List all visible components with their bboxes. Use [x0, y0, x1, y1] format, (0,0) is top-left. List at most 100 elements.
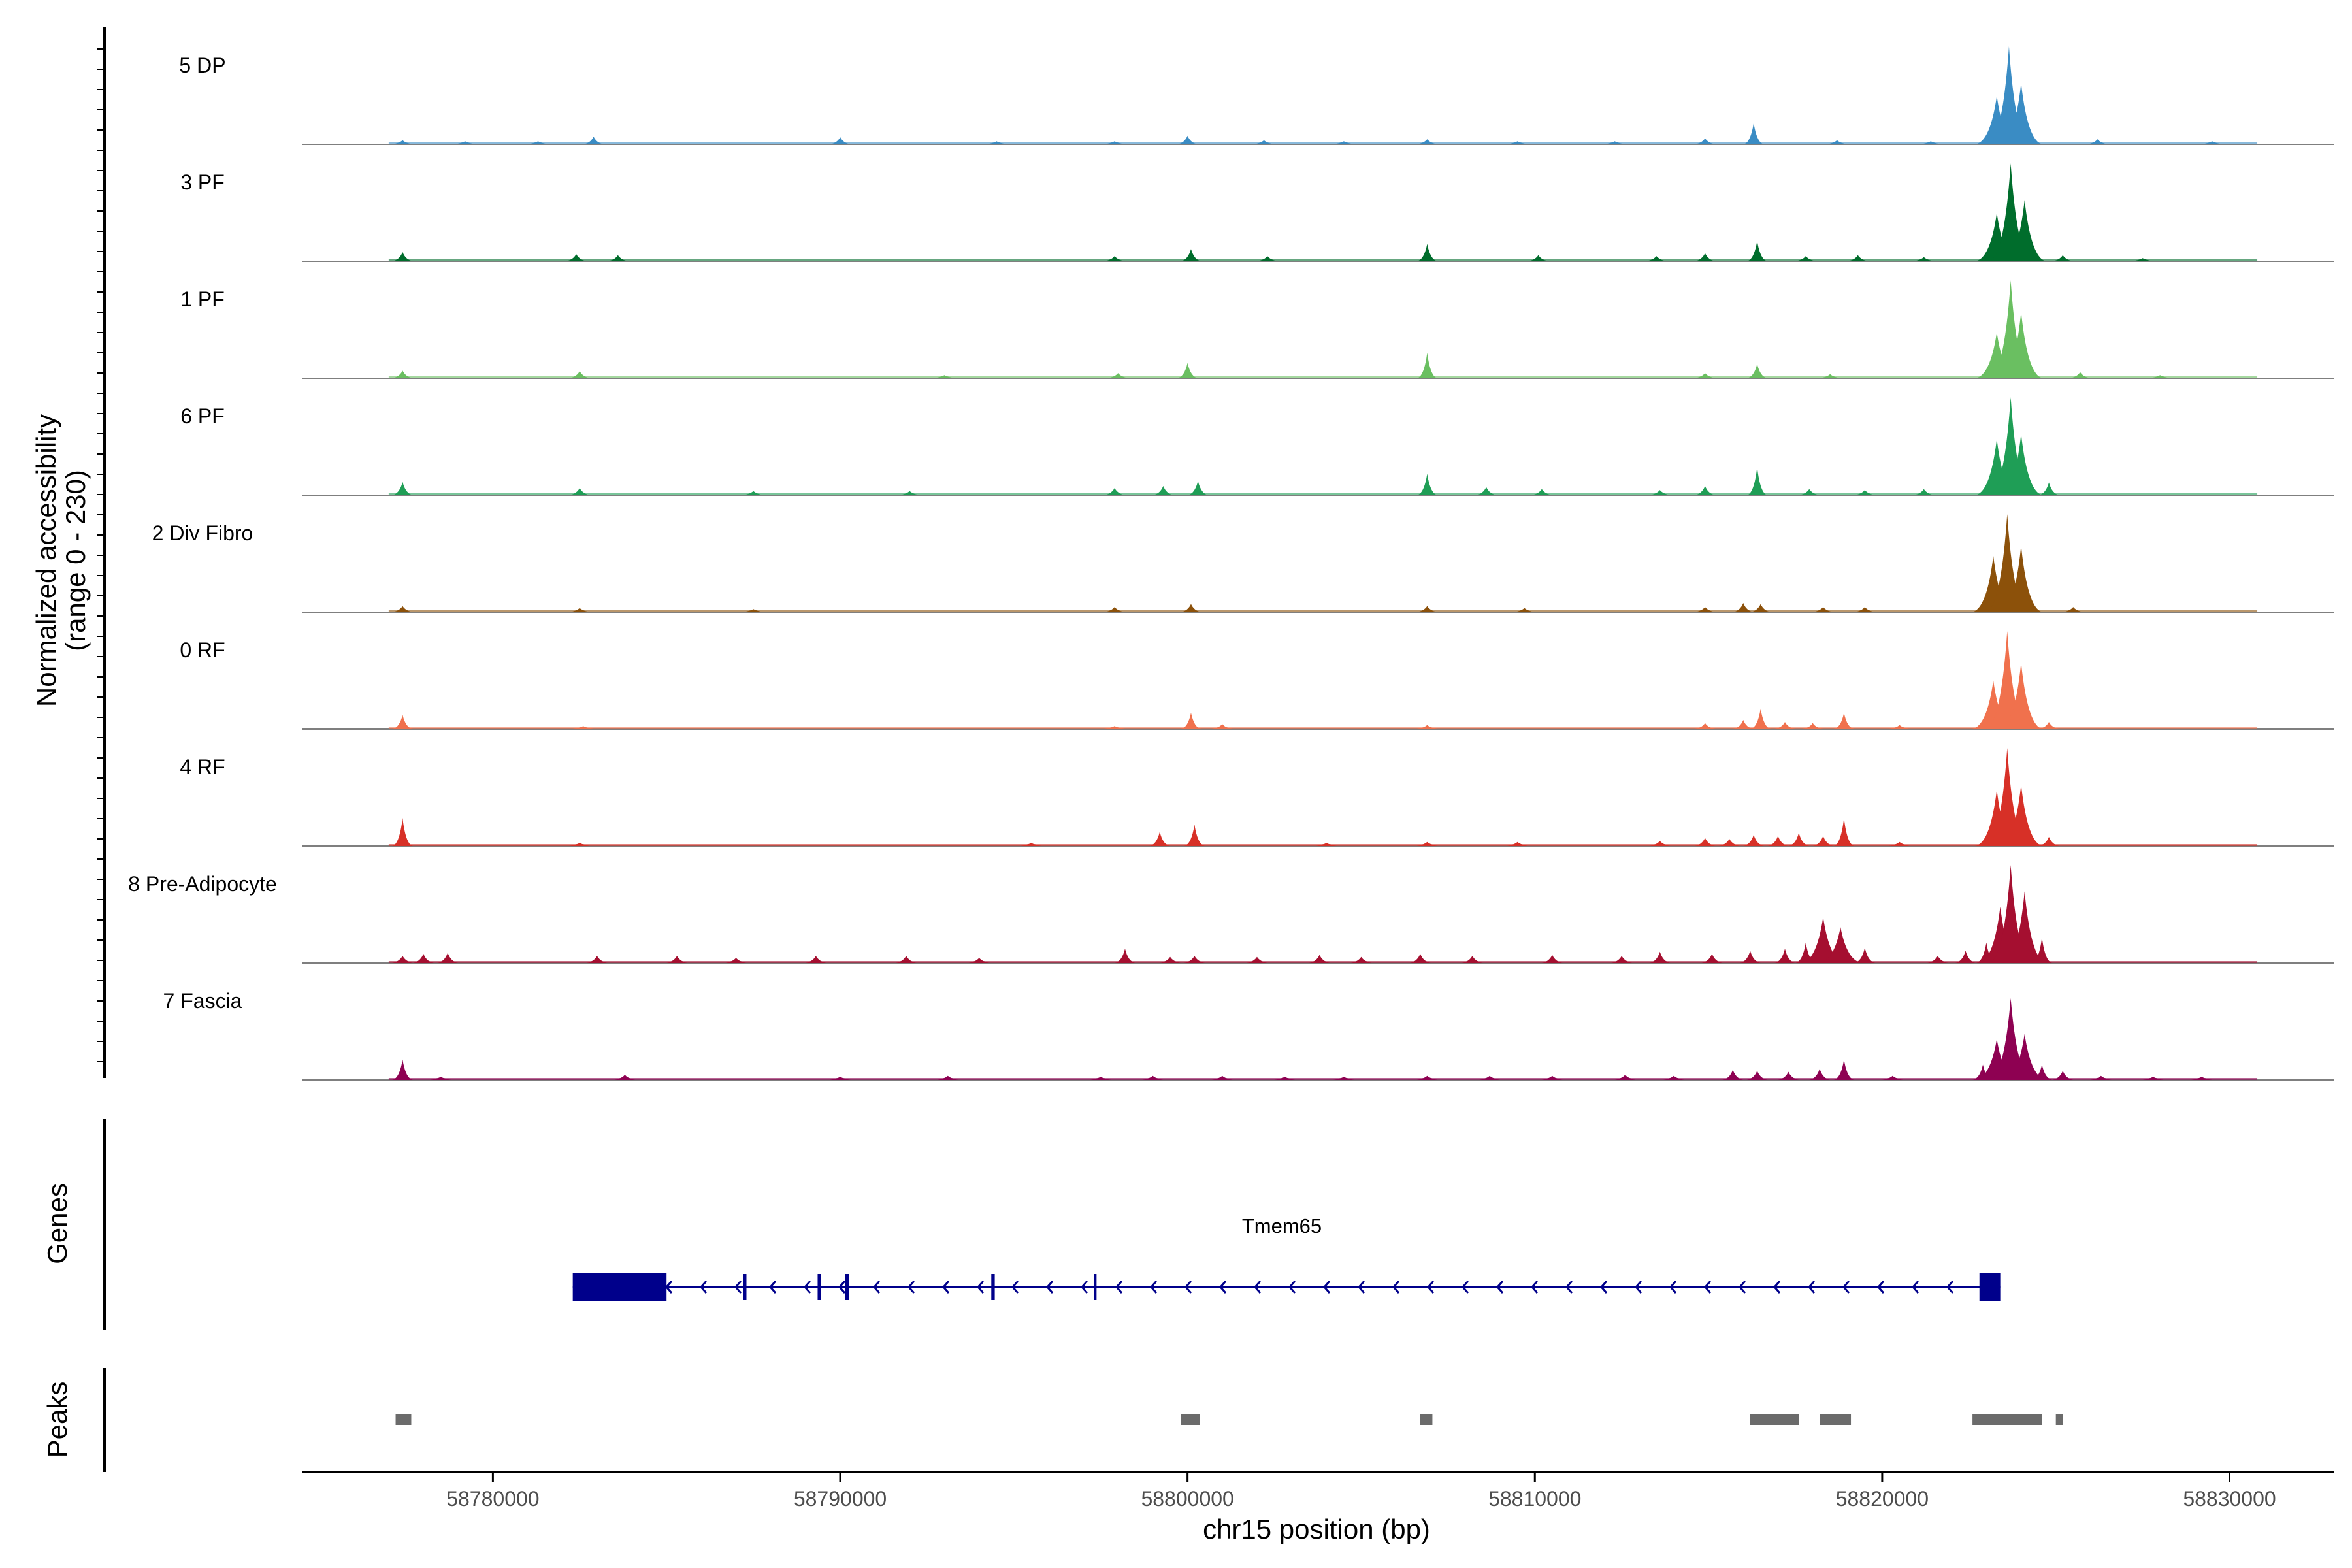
coverage-peak [2052, 1070, 2074, 1080]
coverage-peak [1104, 726, 1125, 729]
coverage-peak [569, 843, 591, 846]
strand-arrow [1115, 1281, 1123, 1294]
track-background-signal [388, 142, 2258, 144]
peak-region [2055, 1414, 2063, 1425]
coverage-peak [1611, 956, 1633, 963]
coverage-peak [1743, 123, 1765, 144]
coverage-peak [1479, 1075, 1501, 1080]
strand-arrow [1288, 1281, 1296, 1294]
coverage-peak [1142, 1075, 1164, 1080]
coverage-peak [1999, 546, 2044, 612]
track-label: 8 Pre-Adipocyte [128, 872, 277, 896]
coverage-peak [1531, 489, 1552, 495]
coverage-peak [1149, 832, 1171, 846]
coverage-peak [1649, 490, 1671, 495]
strand-arrow [1322, 1281, 1331, 1294]
coverage-peak [1833, 817, 1855, 846]
coverage-peak [1889, 841, 1910, 846]
coverage-peak [1160, 956, 1181, 963]
coverage-peak [1416, 352, 1438, 378]
peaks-panel-label: Peaks [42, 1382, 73, 1458]
coverage-peak [1694, 253, 1716, 261]
coverage-peak [1718, 839, 1740, 846]
coverage-peak [1833, 1059, 1855, 1080]
coverage-peak [1180, 712, 1201, 729]
coverage-peak [1854, 490, 1876, 495]
coverage-peak [1507, 141, 1528, 144]
coverage-peak [1788, 832, 1810, 846]
coverage-peak [1767, 836, 1789, 846]
x-axis-ticks: 58780000 58790000 58800000 58810000 58820000… [446, 1472, 2276, 1511]
gene-exon [845, 1274, 849, 1300]
coverage-peak [1694, 485, 1716, 495]
coverage-peak [607, 255, 629, 261]
coverage-peak [1177, 363, 1198, 378]
coverage-peak [1694, 138, 1716, 144]
strand-arrow [1738, 1281, 1746, 1294]
coverage-peak [572, 726, 594, 729]
coverage-peak [392, 606, 414, 612]
coverage-peak [1541, 1075, 1563, 1080]
coverage-peak [899, 491, 921, 495]
coverage-peak [1927, 956, 1948, 963]
strand-arrow [699, 1281, 708, 1294]
coverage-peak [2002, 200, 2047, 261]
coverage-peak [1416, 474, 1438, 495]
coverage-peak [968, 958, 990, 963]
strand-arrow [1946, 1281, 1954, 1294]
x-axis-title: chr15 position (bp) [1203, 1514, 1430, 1544]
strand-arrow [734, 1281, 742, 1294]
peak-region [1972, 1414, 2042, 1425]
coverage-peak [1694, 373, 1716, 378]
coverage-peak [725, 958, 747, 963]
strand-arrow [1218, 1281, 1227, 1294]
coverage-peak [1104, 488, 1125, 495]
track-background-signal [388, 493, 2258, 495]
strand-arrow [1357, 1281, 1365, 1294]
coverage-peak [1694, 723, 1716, 729]
coverage-peak [1988, 163, 2033, 261]
coverage-peak [1333, 1077, 1354, 1080]
gene-exon [1979, 1273, 2001, 1301]
coverage-peak [1416, 139, 1438, 144]
coverage-peak [392, 956, 414, 963]
coverage-peak [1985, 748, 2030, 846]
strand-arrow [1184, 1281, 1192, 1294]
x-tick-label: 58790000 [794, 1487, 887, 1511]
coverage-peak [1809, 1068, 1831, 1080]
coverage-peak [1889, 725, 1910, 729]
track-label: 3 PF [180, 171, 225, 194]
coverage-peak [1774, 949, 1796, 963]
coverage-peak [583, 137, 604, 144]
coverage-peak [1253, 140, 1275, 144]
coverage-peak [1778, 1071, 1799, 1080]
coverage-peak [743, 491, 764, 495]
track-label: 6 PF [180, 404, 225, 428]
strand-arrow [1461, 1281, 1469, 1294]
coverage-peak [2052, 255, 2074, 261]
coverage-peak [1107, 373, 1129, 378]
coverage-peak [2069, 372, 2091, 378]
coverage-peak [1104, 141, 1125, 144]
strand-arrow [1807, 1281, 1816, 1294]
coverage-peak [1333, 141, 1354, 144]
coverage-peak [1971, 680, 2016, 729]
coverage-peak [1847, 255, 1869, 261]
coverage-peak [1733, 602, 1754, 612]
y-axis-title-line2: (range 0 - 230) [60, 470, 91, 651]
coverage-peak [586, 956, 608, 963]
y-axis-ticks [97, 48, 105, 1062]
track-background-signal [388, 610, 2258, 612]
coverage-peak [1211, 724, 1233, 729]
coverage-peak [1972, 1064, 1994, 1080]
coverage-peak [1913, 489, 1935, 495]
coverage-peak [1974, 95, 2019, 144]
coverage-peak [1746, 466, 1768, 495]
strand-arrow [1426, 1281, 1435, 1294]
coverage-peak [1739, 951, 1761, 963]
coverage-peak [1988, 865, 2033, 963]
peak-region [1820, 1414, 1852, 1425]
strand-arrow [1599, 1281, 1608, 1294]
coverage-peak [1514, 608, 1535, 612]
strand-arrow [872, 1281, 881, 1294]
